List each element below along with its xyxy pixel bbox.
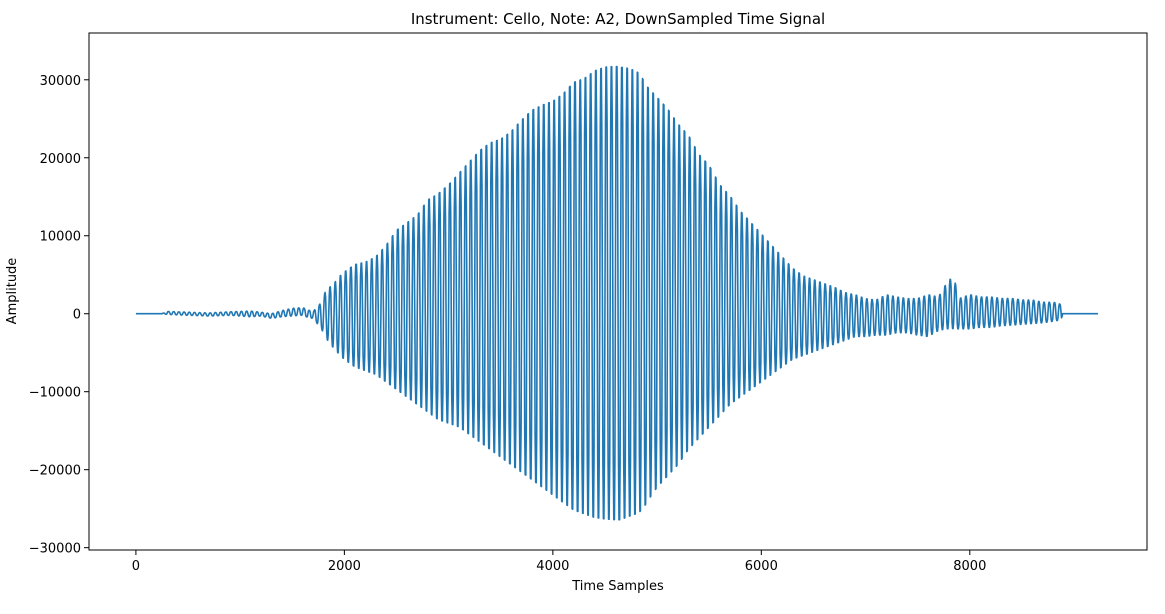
y-tick-label: −30000 xyxy=(29,542,81,557)
x-tick-label: 8000 xyxy=(953,559,986,574)
x-axis-ticks: 0 2000 4000 6000 8000 xyxy=(132,550,986,574)
x-tick-label: 2000 xyxy=(328,559,361,574)
y-axis-title: Amplitude xyxy=(5,258,20,325)
y-axis-ticks: −30000 −20000 −10000 0 10000 20000 30000 xyxy=(29,74,89,557)
y-tick-label: −10000 xyxy=(29,386,81,401)
y-tick-label: 20000 xyxy=(40,152,81,167)
x-tick-label: 4000 xyxy=(536,559,569,574)
y-tick-label: 30000 xyxy=(40,74,81,89)
x-tick-label: 0 xyxy=(132,559,140,574)
y-tick-label: 0 xyxy=(73,308,81,323)
x-axis-title: Time Samples xyxy=(571,579,664,594)
plot-area xyxy=(135,65,1099,521)
y-tick-label: 10000 xyxy=(40,230,81,245)
x-tick-label: 6000 xyxy=(745,559,778,574)
series-line-signal xyxy=(135,65,1099,521)
chart-title: Instrument: Cello, Note: A2, DownSampled… xyxy=(411,10,825,28)
plot-frame xyxy=(88,32,1148,551)
y-tick-label: −20000 xyxy=(29,464,81,479)
